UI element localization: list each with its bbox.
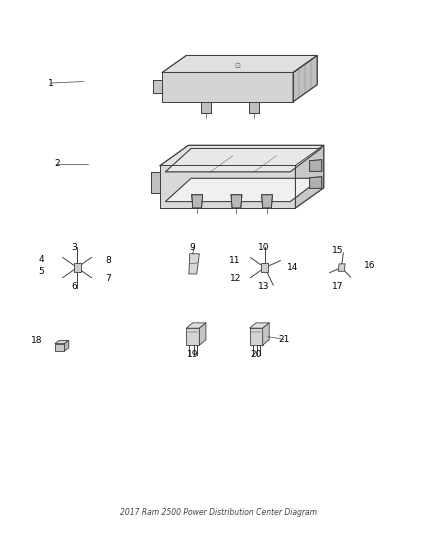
Polygon shape [186,323,206,328]
Polygon shape [231,195,242,208]
Polygon shape [162,72,293,102]
Polygon shape [55,341,69,344]
Polygon shape [55,344,64,351]
Polygon shape [310,176,322,188]
Text: 2: 2 [55,159,60,168]
Text: 17: 17 [332,282,343,291]
Text: 3: 3 [71,243,77,252]
Polygon shape [186,328,199,345]
Polygon shape [165,178,321,201]
Polygon shape [162,55,317,72]
Polygon shape [293,55,317,102]
Text: 5: 5 [39,267,44,276]
Polygon shape [201,102,211,114]
Text: 21: 21 [278,335,290,344]
Text: 11: 11 [230,256,241,264]
Text: 6: 6 [71,281,77,290]
Polygon shape [165,149,321,172]
Polygon shape [199,323,206,345]
Text: 10: 10 [258,244,269,253]
Text: 20: 20 [251,350,262,359]
Polygon shape [64,341,69,351]
Text: 2017 Ram 2500 Power Distribution Center Diagram: 2017 Ram 2500 Power Distribution Center … [120,507,318,516]
Polygon shape [189,254,199,274]
Polygon shape [192,195,203,208]
Polygon shape [151,172,160,193]
Polygon shape [338,264,345,271]
Text: 4: 4 [39,255,44,263]
Polygon shape [250,328,263,345]
Text: 7: 7 [106,274,111,283]
Text: 15: 15 [332,246,343,255]
Text: 9: 9 [189,244,195,253]
Text: 19: 19 [187,350,198,359]
Text: 13: 13 [258,281,269,290]
Polygon shape [249,102,259,114]
Text: 14: 14 [286,263,298,272]
Text: 12: 12 [230,274,241,283]
Text: 1: 1 [48,78,54,87]
Text: 16: 16 [364,261,375,270]
Polygon shape [160,165,295,208]
Polygon shape [310,160,322,171]
Polygon shape [295,146,324,208]
Text: ⊡: ⊡ [234,63,240,69]
Polygon shape [160,146,324,165]
Polygon shape [152,80,162,93]
Text: 18: 18 [31,336,42,345]
Polygon shape [250,323,269,328]
Polygon shape [74,263,81,272]
Polygon shape [261,263,268,272]
Text: 8: 8 [106,256,111,264]
Polygon shape [261,195,272,208]
Polygon shape [263,323,269,345]
